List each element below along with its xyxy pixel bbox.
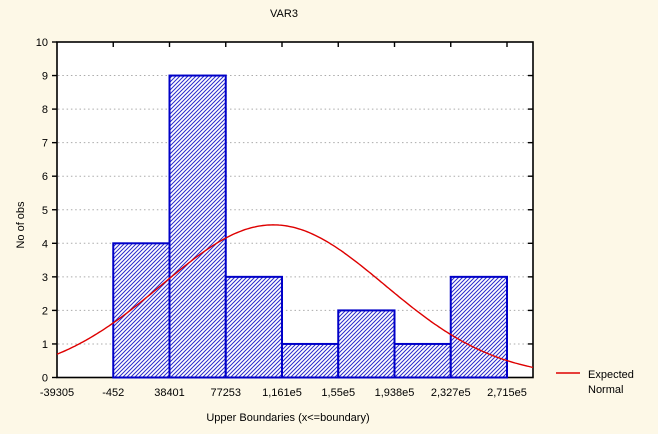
y-tick-label: 8 bbox=[42, 104, 48, 116]
legend-label-line1: Expected bbox=[588, 369, 634, 381]
histogram-bar bbox=[224, 275, 283, 379]
y-tick-label: 5 bbox=[42, 205, 48, 217]
y-axis-title: No of obs bbox=[15, 201, 27, 249]
y-tick-label: 10 bbox=[36, 37, 48, 49]
histogram-bar bbox=[393, 342, 452, 379]
x-tick-label: 77253 bbox=[210, 387, 241, 399]
y-tick-label: 4 bbox=[42, 238, 48, 250]
y-tick-label: 9 bbox=[42, 71, 48, 83]
x-tick-label: -452 bbox=[102, 387, 124, 399]
x-tick-label: 2,715e5 bbox=[487, 387, 527, 399]
histogram-bar bbox=[281, 342, 340, 379]
legend: Expected Normal bbox=[556, 369, 634, 396]
x-tick-label: -39305 bbox=[40, 387, 74, 399]
x-axis-title: Upper Boundaries (x<=boundary) bbox=[206, 412, 369, 424]
y-tick-label: 2 bbox=[42, 305, 48, 317]
histogram-bars bbox=[112, 74, 508, 379]
chart-title: VAR3 bbox=[270, 8, 298, 20]
y-tick-label: 6 bbox=[42, 171, 48, 183]
y-tick-label: 1 bbox=[42, 339, 48, 351]
x-tick-label: 2,327e5 bbox=[431, 387, 471, 399]
x-tick-label: 38401 bbox=[154, 387, 185, 399]
y-tick-label: 7 bbox=[42, 138, 48, 150]
histogram-bar bbox=[337, 309, 396, 379]
x-tick-label: 1,161e5 bbox=[262, 387, 302, 399]
x-tick-label: 1,938e5 bbox=[375, 387, 415, 399]
histogram-bar bbox=[449, 275, 508, 379]
y-tick-label: 0 bbox=[42, 373, 48, 385]
x-tick-labels: -39305 -452 38401 77253 1,161e5 1,55e5 1,938e5… bbox=[40, 387, 527, 399]
axis-ticks bbox=[52, 41, 533, 379]
y-tick-labels: 0 1 2 3 4 5 6 7 8 9 10 bbox=[36, 37, 48, 385]
expected-normal-curve bbox=[56, 224, 534, 369]
x-tick-label: 1,55e5 bbox=[321, 387, 355, 399]
y-tick-label: 3 bbox=[42, 272, 48, 284]
histogram-bar bbox=[112, 242, 171, 379]
histogram-bar bbox=[168, 74, 227, 379]
legend-label-line2: Normal bbox=[588, 384, 623, 396]
